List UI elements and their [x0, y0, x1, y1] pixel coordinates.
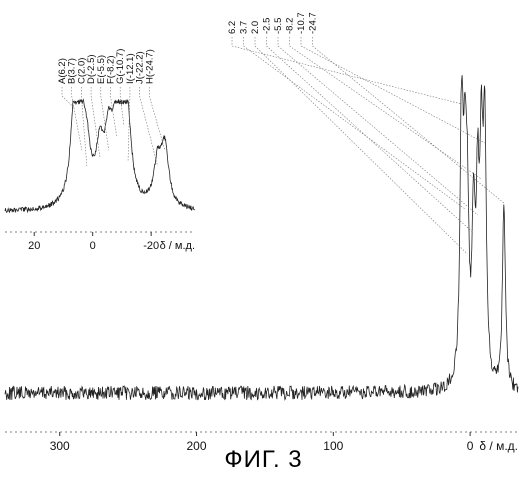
inset-peak-leader	[111, 87, 117, 137]
main-peak-label: -8.2	[285, 18, 296, 34]
inset-peak-label: H(-24.7)	[144, 49, 155, 84]
main-peak-label: -2.5	[262, 18, 273, 34]
main-spectrum-line	[5, 75, 518, 400]
inset-tick-label: -20	[143, 240, 159, 252]
main-peak-leader	[267, 37, 474, 233]
main-peak-label: -5.5	[273, 18, 284, 34]
inset-peak-leader	[120, 87, 124, 126]
inset-spectrum-panel: 200-20δ / м.д.A(6.2)B(3.7)C(2.0)D(-2.5)E…	[5, 49, 195, 252]
inset-axis-label: δ / м.д.	[160, 240, 195, 252]
inset-tick-label: 20	[28, 240, 40, 252]
main-peak-label: 3.7	[239, 21, 250, 34]
main-peak-label: -10.7	[296, 12, 307, 34]
inset-peak-leader	[140, 87, 158, 166]
main-peak-leader	[278, 37, 478, 215]
inset-peak-leader	[72, 87, 82, 150]
main-peak-leader	[313, 37, 504, 203]
main-peak-leader	[290, 37, 482, 179]
main-peak-label: 2.0	[250, 21, 261, 34]
inset-tick-label: 0	[90, 240, 96, 252]
main-peak-label: -24.7	[308, 12, 319, 34]
main-peak-leader	[301, 37, 485, 143]
main-peak-leader	[244, 37, 466, 209]
figure-caption: ФИГ. 3	[0, 446, 527, 474]
inset-peak-leader	[91, 87, 100, 158]
main-peak-leader	[255, 37, 467, 254]
inset-peak-leader	[81, 87, 86, 166]
inset-peak-leader	[101, 87, 109, 150]
main-peak-label: 6.2	[227, 21, 238, 34]
